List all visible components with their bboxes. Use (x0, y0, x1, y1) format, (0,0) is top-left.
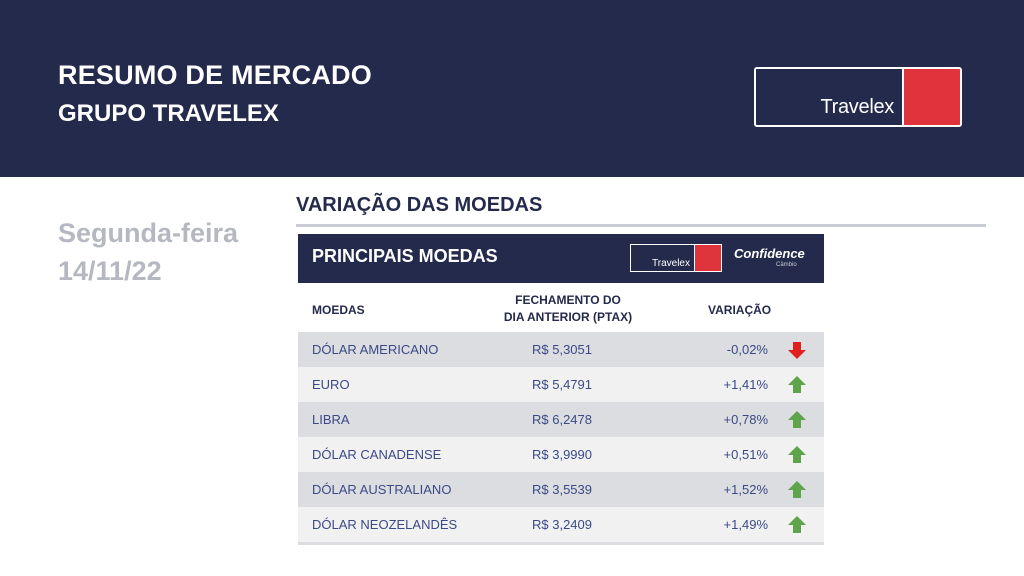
panel-header: PRINCIPAIS MOEDAS Travelex Confidence Câ… (298, 234, 824, 283)
section-divider (296, 224, 986, 227)
logo-text: Travelex (820, 96, 894, 118)
currency-variation: +0,78% (723, 412, 768, 427)
weekday-label: Segunda-feira (58, 218, 239, 248)
currency-name: LIBRA (312, 412, 350, 427)
table-row: DÓLAR CANADENSE R$ 3,9990 +0,51% (298, 437, 824, 472)
currency-variation: +1,49% (723, 517, 768, 532)
currency-price: R$ 3,9990 (532, 447, 592, 462)
header-variation: VARIAÇÃO (708, 303, 772, 317)
currency-price: R$ 5,3051 (532, 342, 592, 357)
currency-name: DÓLAR CANADENSE (312, 447, 442, 462)
currency-variation: +0,51% (723, 447, 768, 462)
currency-name: DÓLAR NEOZELANDÊS (312, 517, 458, 532)
arrow-up-icon (788, 516, 806, 533)
page-title: RESUMO DE MERCADO (58, 60, 372, 90)
currency-rows: DÓLAR AMERICANO R$ 5,3051 -0,02% EURO R$… (298, 332, 824, 542)
table-row: DÓLAR NEOZELANDÊS R$ 3,2409 +1,49% (298, 507, 824, 542)
arrow-up-icon (788, 446, 806, 463)
panel-title: PRINCIPAIS MOEDAS (312, 246, 498, 266)
table-row: LIBRA R$ 6,2478 +0,78% (298, 402, 824, 437)
travelex-mini-logo: Travelex (630, 244, 722, 272)
currency-variation: +1,52% (723, 482, 768, 497)
currency-price: R$ 3,5539 (532, 482, 592, 497)
currency-price: R$ 6,2478 (532, 412, 592, 427)
currency-name: EURO (312, 377, 350, 392)
mini-logo-text: Travelex (652, 258, 690, 269)
header-banner: RESUMO DE MERCADO GRUPO TRAVELEX Travele… (0, 0, 1024, 177)
currency-name: DÓLAR AUSTRALIANO (312, 482, 452, 497)
section-title: VARIAÇÃO DAS MOEDAS (296, 194, 543, 216)
confidence-sub: Câmbio (776, 262, 797, 268)
mini-logo-red-square (694, 245, 721, 271)
table-row: DÓLAR AMERICANO R$ 5,3051 -0,02% (298, 332, 824, 367)
table-row: DÓLAR AUSTRALIANO R$ 3,5539 +1,52% (298, 472, 824, 507)
logo-red-square (902, 69, 960, 125)
date-label: 14/11/22 (58, 256, 162, 286)
arrow-up-icon (788, 481, 806, 498)
table-bottom-strip (298, 542, 824, 545)
currency-name: DÓLAR AMERICANO (312, 342, 439, 357)
header-close-line2: DIA ANTERIOR (PTAX) (503, 310, 633, 324)
currency-panel: PRINCIPAIS MOEDAS Travelex Confidence Câ… (298, 234, 824, 545)
currency-price: R$ 5,4791 (532, 377, 592, 392)
currency-price: R$ 3,2409 (532, 517, 592, 532)
currency-variation: -0,02% (726, 342, 768, 357)
arrow-down-icon (788, 342, 806, 359)
header-currency: MOEDAS (312, 303, 365, 317)
report-date: Segunda-feira 14/11/22 (58, 214, 238, 290)
table-row: EURO R$ 5,4791 +1,41% (298, 367, 824, 402)
arrow-up-icon (788, 411, 806, 428)
header-close-line1: FECHAMENTO DO (515, 293, 621, 307)
arrow-up-icon (788, 376, 806, 393)
currency-variation: +1,41% (723, 377, 768, 392)
confidence-logo: Confidence (734, 246, 805, 261)
header-close: FECHAMENTO DO DIA ANTERIOR (PTAX) (488, 292, 648, 326)
page-subtitle: GRUPO TRAVELEX (58, 100, 279, 127)
travelex-logo: Travelex (754, 67, 962, 127)
